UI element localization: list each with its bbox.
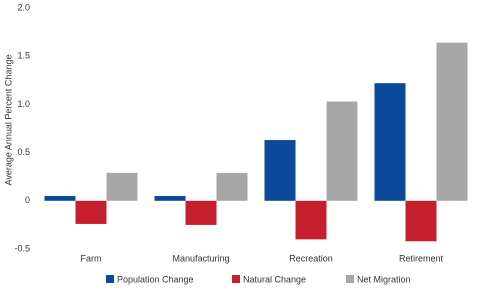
y-tick-label: 0.5	[17, 147, 30, 157]
x-tick-label: Recreation	[289, 253, 333, 263]
legend-label: Natural Change	[243, 274, 306, 284]
legend-swatch	[232, 275, 240, 283]
x-tick-label: Retirement	[399, 253, 444, 263]
bar	[44, 195, 76, 201]
bar	[405, 200, 437, 242]
x-tick-label: Farm	[81, 253, 102, 263]
bar	[154, 195, 186, 201]
y-axis-title: Average Annual Percent Change	[3, 55, 13, 186]
y-tick-label: 1.5	[17, 51, 30, 61]
bar	[374, 83, 406, 201]
bar	[295, 200, 327, 240]
legend-swatch	[346, 275, 354, 283]
bar	[264, 140, 296, 201]
bar	[106, 172, 138, 201]
bar	[216, 172, 248, 201]
y-tick-label: 2.0	[17, 2, 30, 12]
y-tick-label: 0	[25, 195, 30, 205]
bar	[326, 101, 358, 201]
legend-label: Net Migration	[357, 274, 411, 284]
legend-swatch	[106, 275, 114, 283]
x-tick-label: Manufacturing	[172, 253, 229, 263]
y-tick-label: -0.5	[14, 243, 30, 253]
bar	[436, 42, 468, 201]
bar	[185, 200, 217, 225]
bar	[75, 200, 107, 224]
legend-label: Population Change	[117, 274, 194, 284]
y-tick-label: 1.0	[17, 99, 30, 109]
